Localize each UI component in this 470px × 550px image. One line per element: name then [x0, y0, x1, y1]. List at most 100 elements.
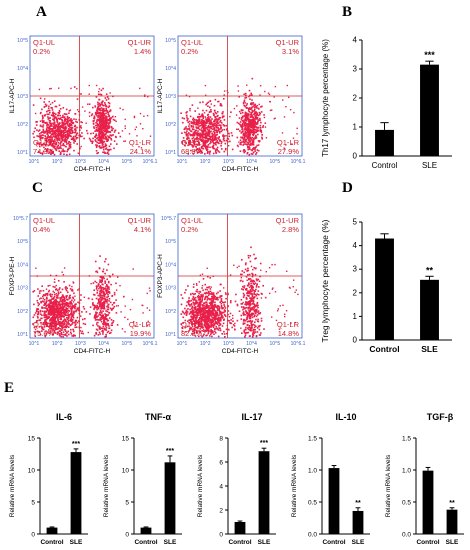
event-dot	[242, 109, 244, 111]
event-dot	[244, 140, 247, 143]
event-dot	[105, 335, 107, 338]
event-dot	[255, 146, 257, 148]
event-dot	[203, 142, 205, 144]
event-dot	[69, 129, 72, 131]
event-dot	[54, 126, 56, 129]
event-dot	[74, 305, 77, 308]
event-dot	[63, 113, 66, 115]
event-dot	[214, 139, 217, 141]
event-dot	[65, 286, 67, 288]
event-dot	[208, 135, 210, 137]
quadrant-ul-percent: 0.2%	[33, 47, 50, 56]
event-dot	[107, 323, 109, 326]
event-dot	[249, 278, 252, 280]
event-dot	[215, 126, 218, 129]
event-dot	[212, 139, 214, 141]
event-dot	[242, 308, 244, 311]
event-dot	[201, 335, 203, 338]
event-dot	[39, 333, 42, 336]
event-dot	[43, 101, 45, 103]
event-dot	[39, 135, 41, 137]
event-dot	[59, 118, 62, 120]
event-dot	[103, 151, 106, 154]
event-dot	[65, 108, 68, 111]
event-dot	[247, 331, 250, 334]
event-dot	[108, 291, 110, 293]
event-dot	[257, 114, 260, 117]
event-dot	[49, 151, 51, 154]
event-dot	[204, 116, 207, 118]
event-dot	[199, 323, 202, 325]
event-dot	[218, 136, 220, 138]
event-dot	[244, 322, 246, 325]
event-dot	[219, 140, 222, 142]
event-dot	[136, 135, 138, 137]
event-dot	[48, 131, 50, 134]
event-dot	[102, 104, 105, 107]
event-dot	[195, 303, 197, 305]
event-dot	[57, 139, 60, 141]
event-dot	[204, 139, 206, 141]
event-dot	[219, 295, 222, 297]
event-dot	[200, 124, 203, 126]
event-dot	[220, 318, 222, 321]
event-dot	[65, 121, 68, 123]
event-dot	[244, 334, 247, 336]
event-dot	[208, 312, 211, 314]
event-dot	[52, 152, 54, 154]
event-dot	[224, 314, 226, 316]
event-dot	[254, 118, 257, 120]
event-dot	[230, 300, 232, 302]
event-dot	[101, 316, 104, 319]
event-dot	[186, 128, 189, 130]
event-dot	[184, 141, 186, 144]
event-dot	[242, 296, 245, 299]
event-dot	[200, 309, 202, 312]
event-dot	[249, 129, 252, 132]
event-dot	[37, 308, 39, 311]
event-dot	[190, 303, 193, 306]
event-dot	[215, 138, 218, 140]
event-dot	[48, 119, 51, 122]
event-dot	[65, 303, 68, 306]
event-dot	[188, 140, 190, 142]
event-dot	[60, 134, 62, 137]
event-dot	[101, 136, 103, 138]
event-dot	[74, 334, 76, 337]
event-dot	[232, 320, 234, 322]
event-dot	[214, 314, 216, 317]
event-dot	[58, 150, 60, 152]
event-dot	[211, 134, 214, 137]
event-dot	[64, 328, 66, 331]
event-dot	[219, 117, 222, 119]
event-dot	[46, 293, 49, 296]
event-dot	[66, 335, 68, 337]
event-dot	[99, 296, 102, 299]
event-dot	[104, 322, 107, 324]
event-dot	[206, 334, 208, 337]
event-dot	[93, 126, 95, 128]
event-dot	[201, 329, 203, 332]
event-dot	[100, 312, 103, 314]
event-dot	[220, 303, 223, 305]
event-dot	[55, 132, 57, 135]
event-dot	[45, 143, 48, 146]
event-dot	[250, 112, 252, 114]
event-dot	[52, 151, 54, 153]
event-dot	[204, 326, 207, 328]
event-dot	[62, 320, 65, 322]
event-dot	[57, 117, 60, 120]
quadrant-ur-name: Q1-UR	[276, 38, 300, 47]
event-dot	[54, 140, 56, 143]
event-dot	[92, 140, 94, 143]
event-dot	[180, 313, 183, 315]
event-dot	[250, 103, 253, 106]
event-dot	[188, 120, 191, 123]
event-dot	[55, 332, 57, 334]
event-dot	[35, 325, 38, 328]
event-dot	[215, 121, 218, 123]
event-dot	[211, 146, 214, 148]
event-dot	[36, 142, 39, 145]
event-dot	[53, 147, 55, 149]
event-dot	[101, 112, 104, 115]
